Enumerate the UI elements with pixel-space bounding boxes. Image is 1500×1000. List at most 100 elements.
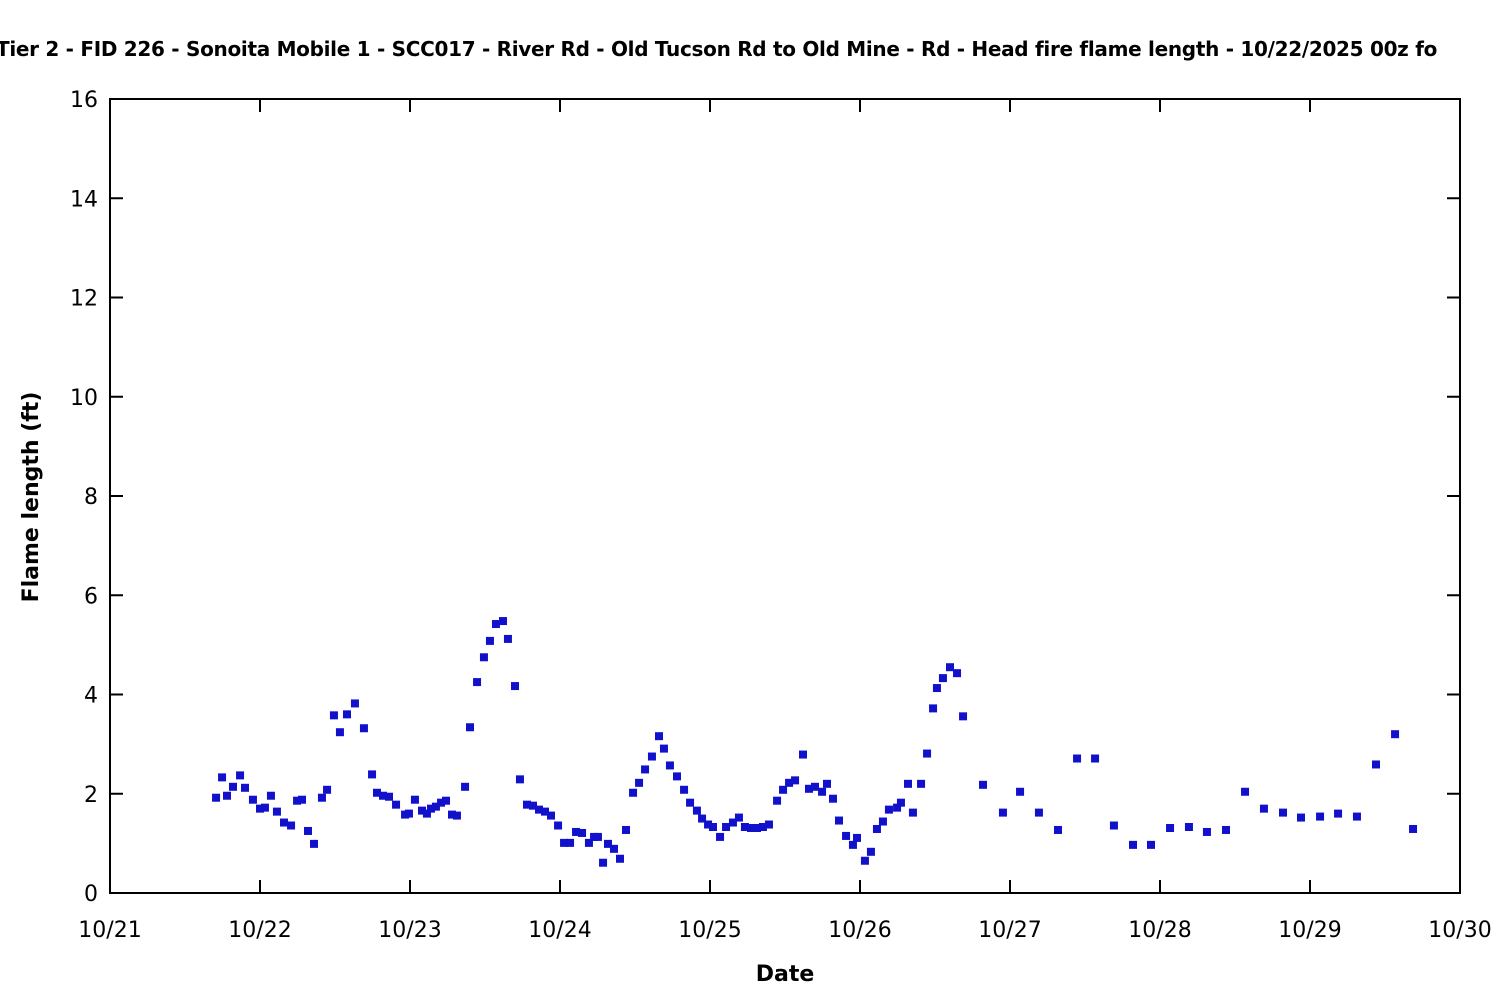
data-point — [610, 844, 618, 853]
data-point — [280, 818, 288, 827]
data-point — [248, 795, 257, 804]
x-tick-label: 10/21 — [78, 918, 141, 943]
x-tick-label: 10/28 — [1128, 918, 1191, 943]
data-point — [946, 663, 954, 672]
data-point — [1147, 840, 1155, 849]
data-point — [878, 817, 887, 826]
data-point — [1109, 821, 1118, 830]
data-point — [665, 761, 674, 770]
data-point — [823, 779, 831, 788]
data-point — [466, 723, 474, 732]
data-point — [728, 818, 737, 827]
data-point — [716, 832, 725, 841]
data-point — [1016, 787, 1025, 796]
x-tick-label: 10/27 — [978, 918, 1041, 943]
data-point — [604, 839, 612, 848]
data-point — [791, 776, 800, 785]
data-point — [392, 800, 401, 809]
data-point — [485, 636, 494, 645]
data-point — [422, 809, 431, 818]
x-axis-label: Date — [755, 962, 815, 987]
data-point — [578, 828, 587, 837]
data-point — [323, 785, 332, 794]
data-point — [673, 772, 681, 781]
data-point — [818, 787, 827, 796]
data-point — [893, 803, 902, 812]
y-tick-label: 4 — [84, 684, 98, 709]
y-tick-label: 6 — [84, 584, 98, 609]
data-point — [932, 684, 941, 693]
data-point — [773, 796, 782, 805]
data-point — [272, 807, 281, 816]
data-point — [304, 826, 312, 835]
data-point — [709, 822, 717, 831]
data-point — [368, 770, 377, 779]
data-point — [452, 811, 461, 820]
data-point — [593, 832, 602, 841]
data-point — [1372, 760, 1380, 769]
data-point — [616, 854, 624, 863]
y-tick-label: 0 — [84, 882, 98, 907]
data-point — [629, 788, 638, 797]
data-point — [343, 710, 351, 719]
data-point — [704, 820, 713, 829]
data-point — [829, 794, 837, 803]
y-tick-label: 14 — [70, 187, 98, 212]
data-point — [746, 823, 755, 832]
data-point — [287, 821, 296, 830]
data-point — [572, 827, 581, 836]
data-point — [692, 806, 701, 815]
data-point — [529, 801, 537, 810]
data-point — [1034, 808, 1043, 817]
data-point — [779, 785, 788, 794]
data-point — [752, 823, 761, 832]
y-tick-label: 2 — [84, 783, 98, 808]
data-point — [1222, 825, 1230, 834]
data-point — [229, 782, 237, 791]
data-point — [758, 822, 767, 831]
data-point — [511, 682, 519, 691]
data-point — [256, 804, 264, 813]
data-point — [359, 724, 368, 733]
data-point — [655, 732, 663, 741]
data-point — [418, 806, 426, 815]
data-point — [641, 765, 650, 774]
data-point — [379, 791, 387, 800]
data-point — [461, 782, 470, 791]
data-point — [908, 808, 917, 817]
data-point — [1202, 827, 1211, 836]
data-point — [431, 802, 440, 811]
data-point — [599, 858, 608, 867]
data-point — [535, 805, 543, 814]
data-point — [872, 824, 881, 833]
data-point — [212, 793, 221, 802]
data-point — [410, 795, 419, 804]
y-tick-label: 12 — [70, 287, 98, 312]
plot-frame — [109, 98, 1461, 894]
data-point — [547, 811, 555, 820]
data-point — [1091, 754, 1100, 763]
data-point — [566, 838, 575, 847]
data-point — [266, 791, 275, 800]
data-point — [317, 793, 326, 802]
data-point — [448, 810, 456, 819]
data-point — [923, 749, 932, 758]
data-point — [335, 728, 344, 737]
x-tick-label: 10/29 — [1278, 918, 1341, 943]
data-point — [584, 838, 593, 847]
data-point — [427, 804, 435, 813]
data-point — [1241, 787, 1250, 796]
data-point — [442, 796, 450, 805]
data-point — [764, 820, 773, 829]
data-point — [373, 788, 381, 797]
data-point — [385, 792, 393, 801]
data-point — [698, 814, 707, 823]
data-point — [523, 800, 531, 809]
data-point — [938, 674, 947, 683]
data-point — [959, 712, 968, 721]
x-tick-label: 10/25 — [678, 918, 741, 943]
data-point — [929, 704, 938, 713]
data-point — [404, 809, 413, 818]
data-point — [1166, 823, 1175, 832]
